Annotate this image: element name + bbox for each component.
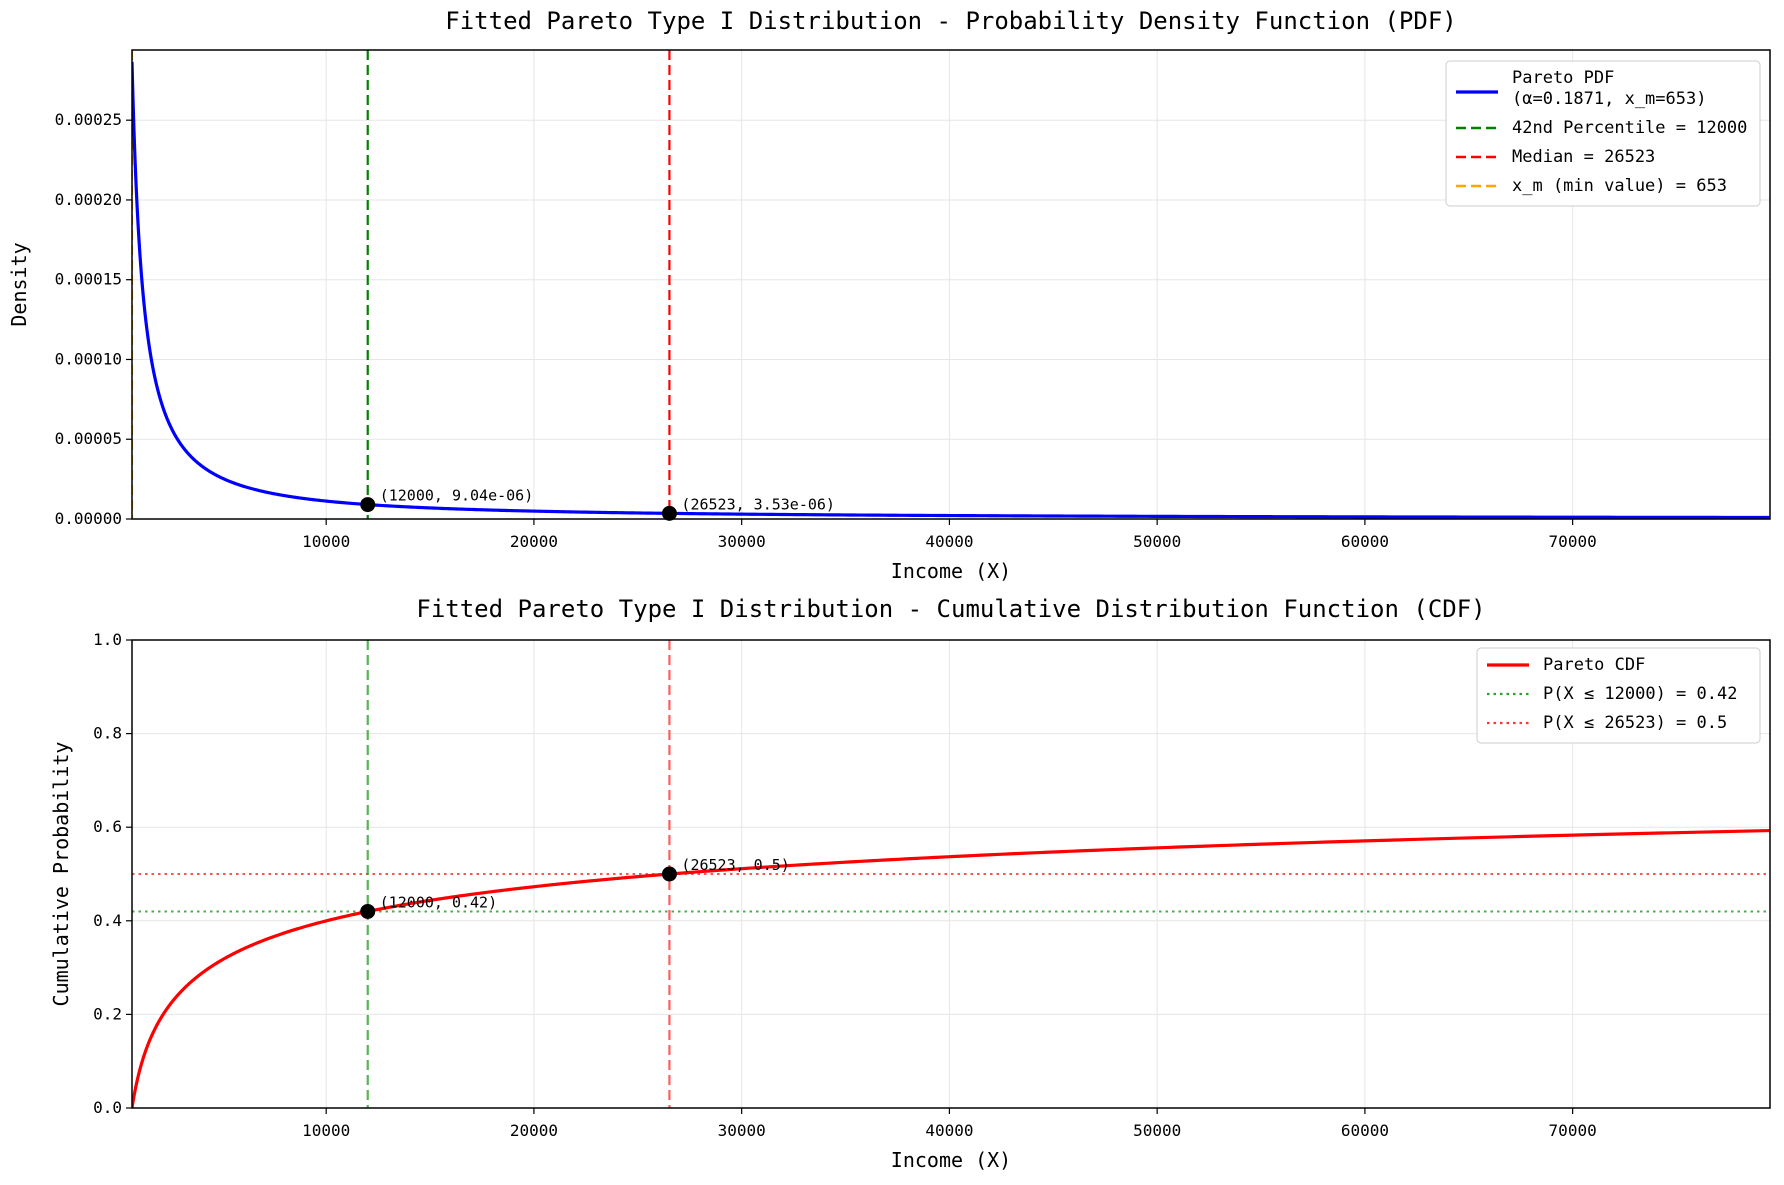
data-point-2 (661, 866, 677, 882)
x-tick-label: 70000 (1549, 1121, 1597, 1140)
legend-label-1-line2: (α=0.1871, x_m=653) (1512, 89, 1706, 109)
x-tick-label: 50000 (1133, 1121, 1181, 1140)
legend: Pareto CDF P(X ≤ 12000) = 0.42 P(X ≤ 26523… (1476, 647, 1761, 744)
series-line-1 (132, 61, 1770, 519)
legend-label-3: P(X ≤ 26523) = 0.5 (1543, 713, 1727, 733)
legend-label-1: Pareto PDF (1512, 68, 1614, 88)
legend-box (1476, 647, 1761, 744)
y-tick-label: 0.00025 (55, 110, 122, 129)
x-tick-label: 70000 (1549, 532, 1597, 551)
x-tick-label: 60000 (1341, 532, 1389, 551)
x-tick-label: 40000 (925, 1121, 973, 1140)
data-point-1 (360, 497, 376, 513)
chart-1: (12000, 9.04e-06) (26523, 3.53e-06) 10000 2… (7, 7, 1771, 583)
point-annotation-2: (26523, 3.53e-06) (681, 495, 835, 513)
legend-label-2: P(X ≤ 12000) = 0.42 (1543, 684, 1737, 704)
x-tick-label: 50000 (1133, 532, 1181, 551)
point-annotation-1: (12000, 0.42) (380, 893, 497, 911)
x-tick-label: 60000 (1341, 1121, 1389, 1140)
legend-box (1445, 60, 1761, 207)
legend-label-2: 42nd Percentile = 12000 (1512, 118, 1747, 138)
data-point-2 (661, 505, 677, 521)
x-tick-label: 20000 (510, 532, 558, 551)
x-tick-label: 30000 (718, 532, 766, 551)
y-tick-label: 0.00020 (55, 190, 122, 209)
data-point-1 (360, 903, 376, 919)
plot-area (132, 50, 1770, 519)
point-annotation-1: (12000, 9.04e-06) (380, 487, 534, 505)
chart-title: Fitted Pareto Type I Distribution - Prob… (445, 7, 1456, 35)
chart-2: (12000, 0.42) (26523, 0.5) 10000 20000 30000… (49, 595, 1771, 1172)
legend-label-1: Pareto CDF (1543, 655, 1645, 675)
x-tick-label: 10000 (302, 1121, 350, 1140)
y-axis-label: Density (7, 242, 31, 326)
y-tick-label: 0.6 (93, 817, 122, 836)
y-tick-label: 0.2 (93, 1004, 122, 1023)
x-tick-label: 20000 (510, 1121, 558, 1140)
series-line-1 (132, 828, 1770, 1108)
chart-title: Fitted Pareto Type I Distribution - Cumu… (416, 595, 1485, 623)
y-tick-label: 0.8 (93, 724, 122, 743)
point-annotation-2: (26523, 0.5) (681, 856, 789, 874)
y-tick-label: 0.00015 (55, 270, 122, 289)
x-axis-label: Income (X) (891, 1148, 1011, 1172)
x-tick-label: 40000 (925, 532, 973, 551)
x-tick-label: 10000 (302, 532, 350, 551)
y-tick-label: 0.4 (93, 911, 122, 930)
y-tick-label: 0.00000 (55, 509, 122, 528)
axes-frame (131, 49, 1771, 520)
legend-label-4: x_m (min value) = 653 (1512, 176, 1727, 196)
y-tick-label: 1.0 (93, 630, 122, 649)
x-axis-label: Income (X) (891, 559, 1011, 583)
legend-label-3: Median = 26523 (1512, 147, 1655, 167)
x-tick-label: 30000 (718, 1121, 766, 1140)
y-tick-label: 0.00010 (55, 349, 122, 368)
y-tick-label: 0.0 (93, 1098, 122, 1117)
y-tick-label: 0.00005 (55, 429, 122, 448)
axes-frame (131, 639, 1771, 1109)
y-axis-label: Cumulative Probability (49, 742, 73, 1007)
legend: Pareto PDF(α=0.1871, x_m=653) 42nd Percen… (1445, 60, 1761, 207)
